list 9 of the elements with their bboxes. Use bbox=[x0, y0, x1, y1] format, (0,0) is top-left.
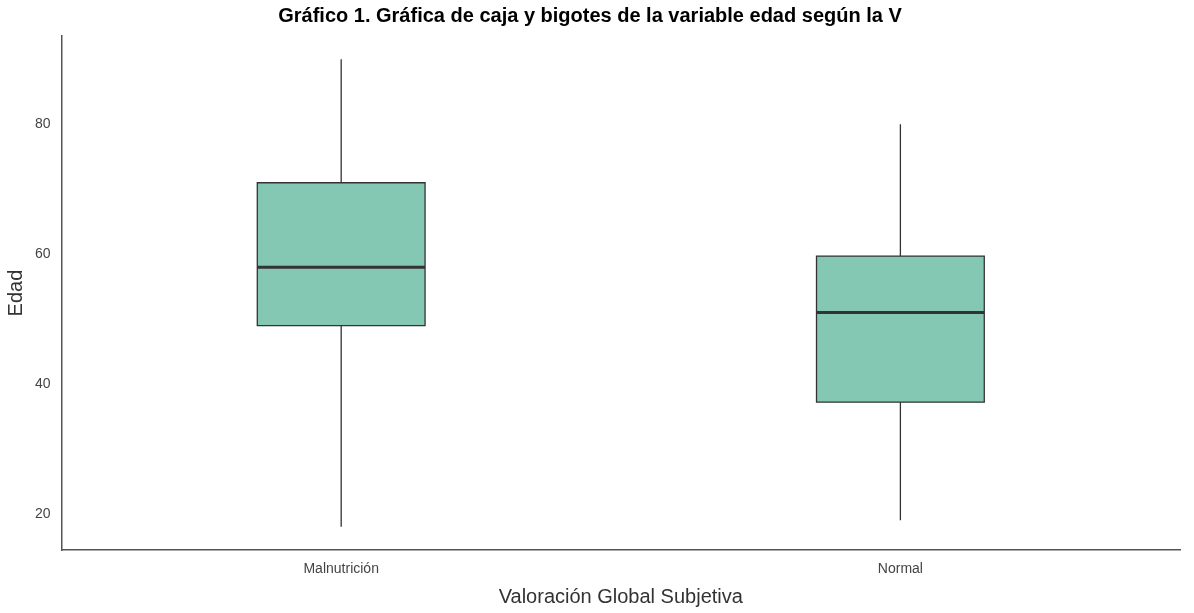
x-tick-label: Normal bbox=[877, 560, 923, 577]
y-tick-label: 80 bbox=[34, 115, 51, 132]
chart-title: Gráfico 1. Gráfica de caja y bigotes de la variable edad según la V bbox=[278, 3, 903, 26]
y-tick-label: 40 bbox=[34, 374, 51, 391]
x-axis-title: Valoración Global Subjetiva bbox=[498, 584, 744, 607]
y-axis-title: Edad bbox=[3, 269, 26, 317]
y-tick-label: 60 bbox=[34, 245, 51, 261]
x-tick-label: Malnutrición bbox=[303, 560, 379, 577]
y-tick-label: 20 bbox=[34, 504, 51, 521]
